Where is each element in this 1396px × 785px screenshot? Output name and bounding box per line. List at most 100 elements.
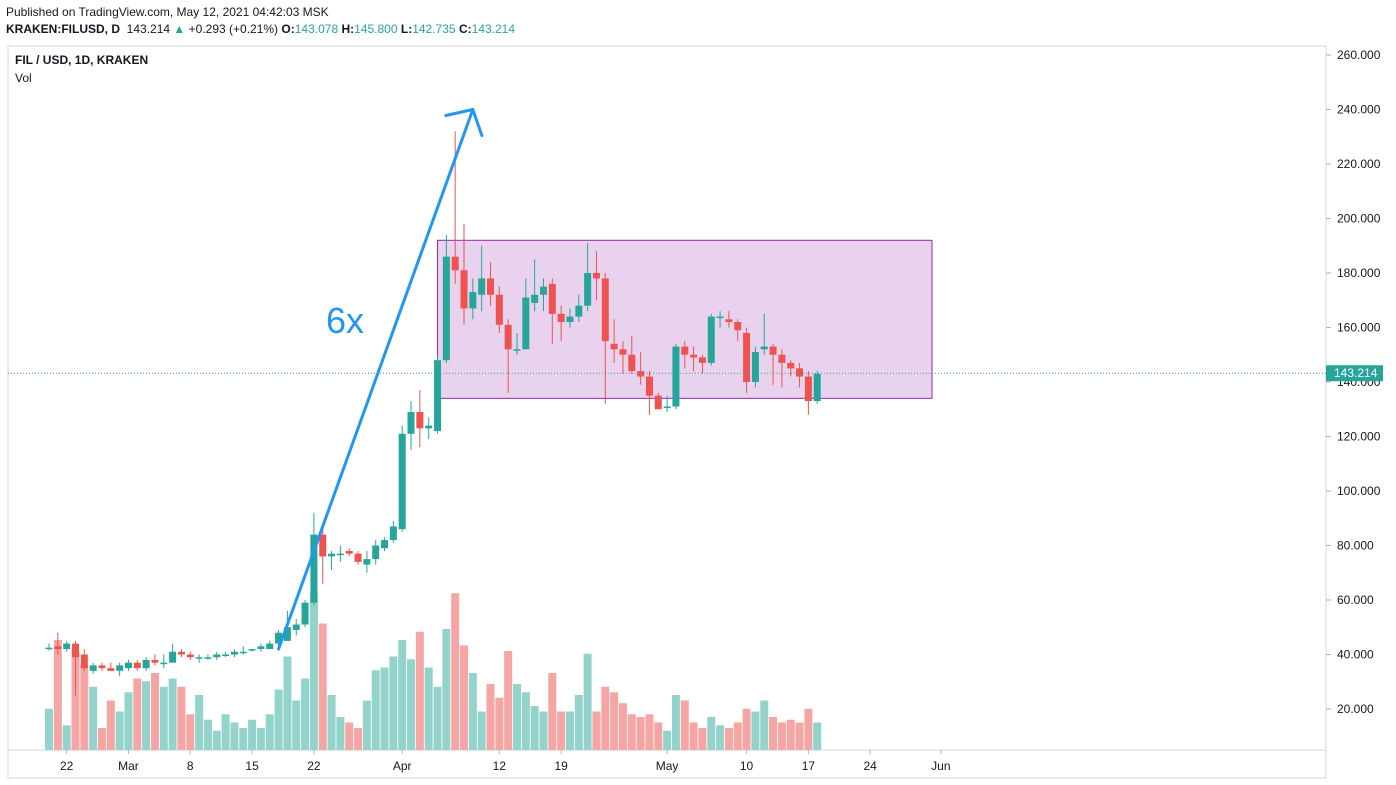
volume-bar	[292, 700, 301, 750]
candle-body	[522, 297, 530, 350]
y-tick-label: 40.000	[1337, 648, 1374, 662]
candle-body	[407, 411, 415, 434]
volume-bar	[354, 728, 363, 750]
candle-body	[80, 654, 88, 669]
volume-bar	[380, 667, 389, 750]
volume-bar	[777, 722, 786, 750]
candle-body	[416, 411, 424, 429]
chart-legend-title[interactable]: FIL / USD, 1D, KRAKEN	[15, 53, 149, 67]
volume-bar	[742, 708, 751, 750]
volume-bar	[574, 695, 583, 750]
volume-bar	[592, 711, 601, 750]
candle-body	[116, 665, 124, 671]
volume-bar	[142, 681, 151, 750]
y-tick-label: 160.000	[1337, 321, 1381, 335]
volume-legend[interactable]: Vol	[15, 71, 32, 85]
candle-body	[778, 354, 786, 363]
x-tick-label: 19	[554, 759, 568, 773]
candle-body	[186, 654, 194, 658]
open-value: 143.078	[294, 22, 339, 36]
volume-bar	[407, 659, 416, 750]
volume-bar	[769, 717, 778, 750]
trend-arrow	[277, 108, 484, 651]
volume-bar	[212, 730, 221, 750]
candle-body	[637, 371, 645, 377]
candle-body	[328, 553, 336, 557]
volume-bar	[433, 686, 442, 750]
multiplier-annotation: 6x	[326, 300, 364, 341]
volume-bar	[627, 714, 636, 750]
volume-bar	[89, 686, 98, 750]
candle-body	[142, 659, 150, 669]
volume-bar	[636, 717, 645, 750]
candle-body	[619, 349, 627, 355]
volume-bar	[371, 670, 380, 750]
volume-bar	[274, 689, 283, 750]
volume-bar	[283, 656, 292, 750]
volume-bar	[45, 708, 53, 750]
candle-body	[222, 654, 230, 656]
volume-bar	[195, 695, 204, 750]
price-tag-label: 143.214	[1334, 366, 1378, 380]
grid-lines	[7, 45, 1327, 779]
candle-body	[275, 632, 283, 644]
volume-bar	[345, 722, 354, 750]
volume-bar	[424, 667, 433, 750]
candle-body	[681, 346, 689, 355]
candle-body	[257, 646, 265, 650]
candle-body	[204, 657, 212, 659]
candle-body	[230, 651, 238, 655]
candle-body	[531, 294, 539, 303]
candle-body	[63, 643, 71, 650]
x-tick-label: 17	[802, 759, 816, 773]
candle-body	[804, 376, 812, 402]
volume-bar	[265, 714, 274, 750]
volume-bar	[804, 708, 813, 750]
volume-bar	[601, 686, 610, 750]
volume-bar	[468, 673, 477, 750]
candle-body	[698, 357, 706, 363]
volume-bar	[389, 656, 398, 750]
volume-bar	[442, 629, 451, 750]
candle-body	[813, 373, 821, 402]
candle-body	[336, 553, 344, 556]
volume-bar	[751, 711, 760, 750]
candle-body	[707, 316, 715, 363]
candle-body	[672, 346, 680, 407]
volume-bar	[786, 719, 795, 750]
candle-body	[398, 433, 406, 530]
price-axis[interactable]: 20.000 40.000 60.000 80.000 100.000 120.000 14…	[1326, 48, 1381, 716]
candle-body	[469, 292, 477, 309]
candle-body	[725, 319, 733, 323]
candle-body	[292, 624, 300, 630]
change-arrow-icon: ▲	[173, 22, 186, 36]
candle-body	[177, 651, 185, 655]
x-tick-label: 22	[60, 759, 74, 773]
price-change: +0.293 (+0.21%)	[188, 22, 279, 36]
x-tick-label: May	[656, 759, 679, 773]
volume-bar	[362, 700, 371, 750]
candle-body	[592, 273, 600, 279]
volume-bar	[477, 711, 486, 750]
candle-body	[319, 534, 327, 557]
candle-body	[363, 559, 371, 565]
volume-bar	[318, 623, 327, 750]
candle-body	[151, 659, 159, 663]
volume-bar	[645, 714, 654, 750]
x-tick-label: 15	[245, 759, 259, 773]
volume-bar	[168, 678, 177, 750]
volume-bar	[521, 692, 530, 750]
y-tick-label: 80.000	[1337, 539, 1374, 553]
time-axis[interactable]: 22 Mar 8 15 22 Apr 12 19 May 10 17 24 Jun	[60, 750, 951, 773]
volume-bar	[124, 692, 133, 750]
y-tick-label: 20.000	[1337, 702, 1374, 716]
chart-frame	[7, 45, 1327, 779]
candle-body	[654, 395, 662, 410]
arrow-head	[444, 108, 484, 137]
volume-bar	[106, 700, 115, 750]
y-tick-label: 120.000	[1337, 430, 1381, 444]
volume-bar	[565, 711, 574, 750]
volume-bar	[557, 711, 566, 750]
candle-body	[451, 256, 459, 271]
